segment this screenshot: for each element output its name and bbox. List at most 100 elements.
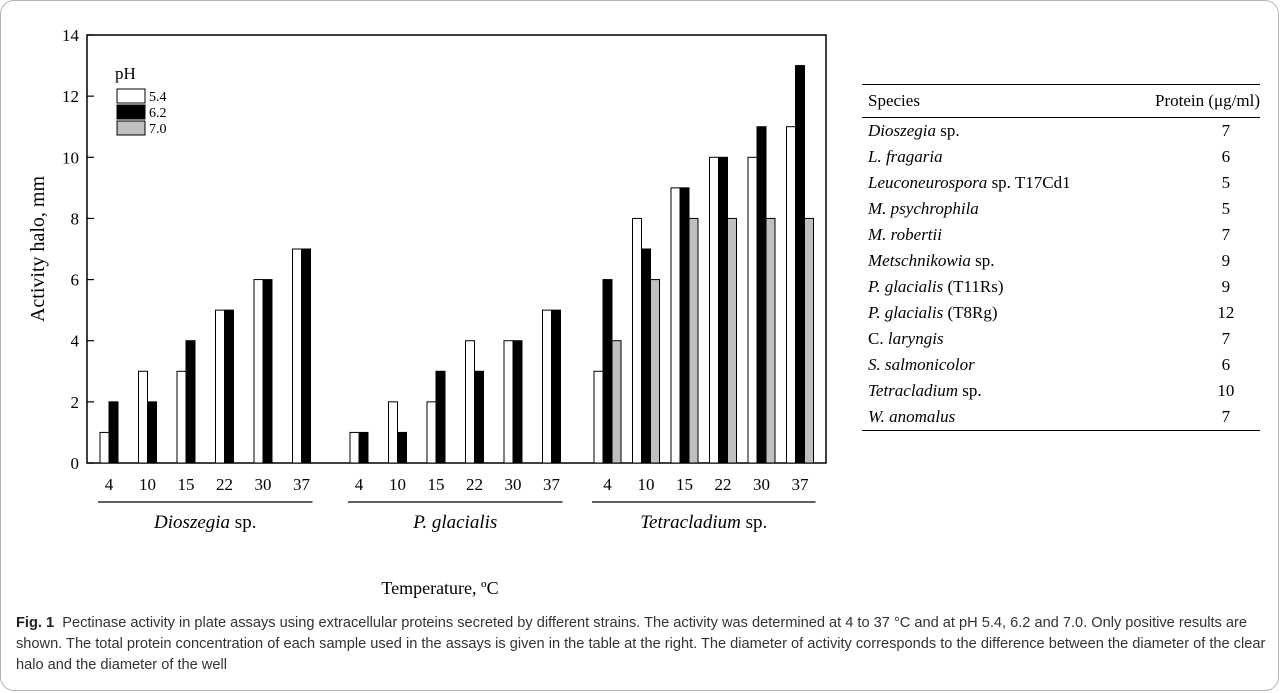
x-tick-label: 4: [355, 475, 364, 494]
bar: [747, 156, 758, 464]
y-tick-label: 10: [62, 148, 79, 167]
x-tick-label: 37: [293, 475, 311, 494]
protein-value: 7: [1221, 225, 1231, 244]
y-tick-label: 12: [62, 87, 79, 106]
table-row: Dioszegia sp. 7: [862, 118, 1260, 145]
bar: [147, 401, 157, 464]
table-row: M. psychrophila 5: [862, 196, 1260, 222]
bar: [602, 279, 613, 464]
x-tick-label: 4: [105, 475, 114, 494]
x-tick-label: 30: [255, 475, 272, 494]
bar-series: [99, 65, 814, 464]
group-label: Tetracladium sp.: [640, 512, 767, 533]
species-name: L. fragaria: [868, 147, 943, 166]
bar: [688, 217, 699, 464]
x-tick-label: 22: [715, 475, 732, 494]
bar: [108, 401, 119, 464]
bar: [224, 309, 234, 464]
bar: [99, 431, 110, 464]
caption-text: Pectinase activity in plate assays using…: [16, 615, 1266, 673]
y-axis: 0 2 4 6 8 10 12 14: [62, 26, 94, 473]
x-tick-label: 10: [139, 475, 156, 494]
bar: [474, 370, 484, 464]
bar: [551, 309, 561, 464]
x-tick-label: 15: [676, 475, 693, 494]
legend-label: 6.2: [149, 106, 167, 121]
species-name: S. salmonicolor: [868, 355, 975, 374]
caption-label: Fig. 1: [16, 615, 55, 631]
bar: [765, 217, 776, 464]
bar-chart: Activity halo, mm Temperature, ºC 0 2 4 6 8 1…: [27, 26, 827, 598]
species-name: P. glacialis (T8Rg): [868, 303, 998, 322]
species-name: Leuconeurospora sp. T17Cd1: [868, 173, 1071, 192]
bar: [786, 126, 796, 464]
y-tick-label: 4: [71, 332, 80, 351]
bar: [641, 248, 651, 464]
y-tick-label: 2: [71, 393, 80, 412]
bar: [176, 370, 187, 464]
bar: [358, 431, 369, 464]
x-tick-label: 30: [753, 475, 770, 494]
bar: [349, 431, 360, 464]
x-tick-label: 4: [603, 475, 612, 494]
bar: [670, 187, 681, 464]
protein-value: 7: [1221, 329, 1231, 348]
bar: [185, 340, 196, 464]
species-name: W. anomalus: [862, 404, 1122, 431]
bar: [718, 156, 728, 464]
legend-swatch: [116, 88, 146, 104]
bar: [435, 370, 446, 464]
protein-value: 10: [1217, 381, 1235, 400]
legend-label: 7.0: [149, 122, 167, 137]
x-axis: 4 10 15 22 30 37 Dioszegia sp. 4 10 15 22 30 37 P. gl…: [98, 475, 816, 533]
table-row: L. fragaria 6: [862, 144, 1260, 170]
y-tick-label: 0: [71, 454, 80, 473]
species-name: Tetracladium sp.: [868, 381, 982, 400]
y-tick-label: 8: [71, 209, 80, 228]
x-tick-label: 22: [216, 475, 233, 494]
group-label: Dioszegia sp.: [153, 512, 256, 533]
table-row: P. glacialis (T11Rs) 9: [862, 274, 1260, 300]
species-name: C. laryngis: [868, 329, 944, 348]
bar: [465, 340, 475, 464]
bar: [632, 217, 642, 464]
legend: pH 5.46.27.0: [115, 64, 167, 137]
species-name: M. psychrophila: [868, 199, 979, 218]
bar: [426, 401, 437, 464]
x-tick-label: 15: [428, 475, 445, 494]
protein-value: 5: [1221, 173, 1231, 192]
table-row: Tetracladium sp. 10: [862, 378, 1260, 404]
protein-table: Species Protein (μg/ml) Dioszegia sp. 7 L.…: [862, 84, 1260, 431]
species-name: Metschnikowia sp.: [868, 251, 995, 270]
protein-value: 5: [1221, 199, 1231, 218]
species-name: P. glacialis (T11Rs): [868, 277, 1004, 296]
table-row: Metschnikowia sp. 9: [862, 248, 1260, 274]
legend-swatch: [116, 104, 146, 120]
bar: [138, 370, 148, 464]
bar: [650, 279, 660, 464]
bar: [804, 217, 814, 464]
bar: [253, 279, 264, 464]
x-tick-label: 15: [178, 475, 195, 494]
y-axis-label: Activity halo, mm: [27, 176, 49, 323]
bar: [756, 126, 767, 464]
x-tick-label: 37: [792, 475, 810, 494]
bar: [388, 401, 398, 464]
protein-value: 9: [1221, 251, 1231, 270]
table-row: S. salmonicolor 6: [862, 352, 1260, 378]
x-tick-label: 37: [543, 475, 561, 494]
protein-value: 7: [1221, 121, 1231, 140]
table-row: M. robertii 7: [862, 222, 1260, 248]
bar: [611, 340, 622, 464]
bar: [727, 217, 737, 464]
protein-value: 12: [1217, 303, 1235, 322]
species-name: M. robertii: [868, 225, 942, 244]
x-tick-label: 22: [466, 475, 483, 494]
bar: [215, 309, 225, 464]
protein-value: 9: [1221, 277, 1231, 296]
legend-swatch: [116, 120, 146, 136]
bar: [262, 279, 273, 464]
plot-area: [86, 34, 827, 464]
x-axis-label: Temperature, ºC: [381, 578, 498, 598]
bar: [709, 156, 719, 464]
